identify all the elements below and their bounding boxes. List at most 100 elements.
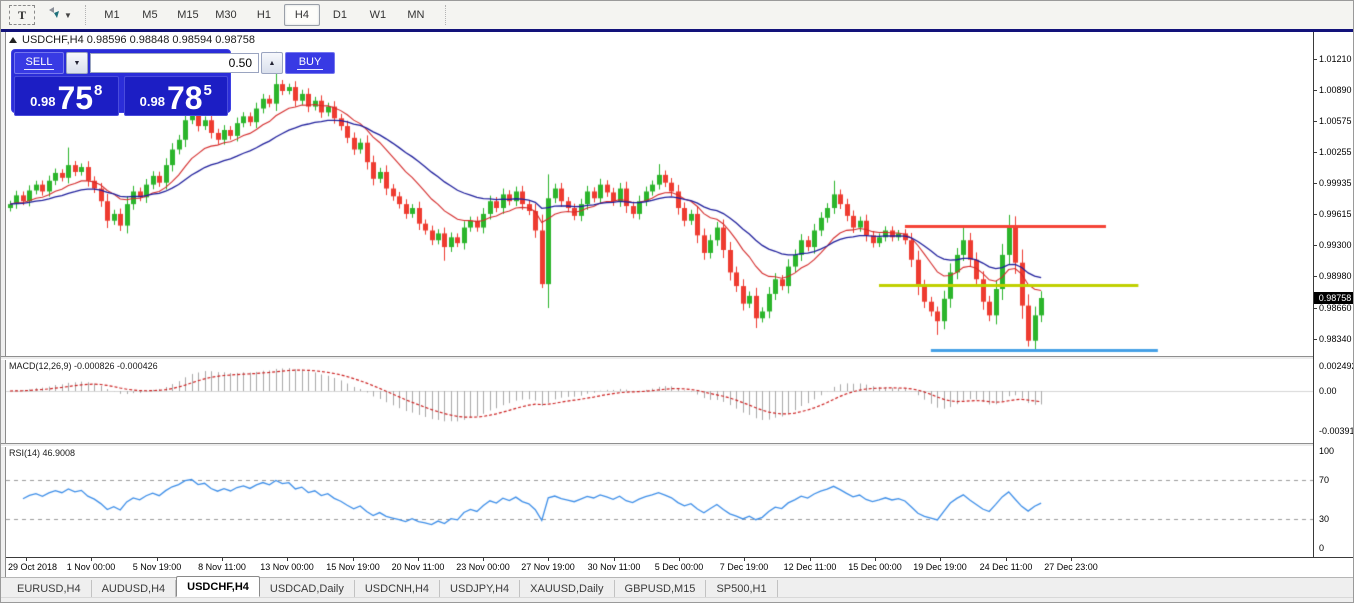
chart-tab-usdchfh4[interactable]: USDCHF,H4 bbox=[176, 576, 260, 597]
time-axis-label: 5 Dec 00:00 bbox=[654, 562, 704, 572]
rsi-axis-label: 70 bbox=[1319, 475, 1330, 485]
price-axis-label: 1.01210 bbox=[1319, 54, 1352, 64]
time-axis-tick bbox=[1071, 558, 1072, 561]
time-axis-label: 15 Nov 19:00 bbox=[326, 562, 380, 572]
timeframe-button-w1[interactable]: W1 bbox=[369, 9, 387, 21]
chart-tab-audusdh4[interactable]: AUDUSD,H4 bbox=[92, 580, 177, 597]
time-axis-tick bbox=[548, 558, 549, 561]
time-axis-label: 23 Nov 00:00 bbox=[456, 562, 510, 572]
time-axis-label: 24 Dec 11:00 bbox=[979, 562, 1033, 572]
sell-button[interactable]: SELL bbox=[14, 52, 64, 74]
price-axis[interactable]: 1.01210 1.00890 1.00575 1.00255 0.99935 0.996… bbox=[1313, 32, 1353, 558]
toolbar-separator bbox=[444, 5, 447, 25]
chart-tab-usdcnhh4[interactable]: USDCNH,H4 bbox=[355, 580, 441, 597]
time-axis-label: 15 Dec 00:00 bbox=[848, 562, 902, 572]
rsi-axis-label: 30 bbox=[1319, 514, 1330, 524]
chart-tab-bar: EURUSD,H4 AUDUSD,H4 USDCHF,H4 USDCAD,Daily U… bbox=[1, 576, 1353, 597]
price-axis-tick bbox=[1314, 183, 1317, 184]
time-axis-tick bbox=[91, 558, 92, 561]
price-axis-label: 1.00255 bbox=[1319, 147, 1352, 157]
time-axis-label: 27 Dec 23:00 bbox=[1044, 562, 1098, 572]
sell-price-big: 75 bbox=[57, 80, 94, 116]
time-axis-tick bbox=[26, 558, 27, 561]
time-axis-tick bbox=[287, 558, 288, 561]
timeframe-group: M1 M5 M15 M30 H1 H4 D1 W1 MN bbox=[93, 4, 435, 26]
chart-tab-usdjpyh4[interactable]: USDJPY,H4 bbox=[440, 580, 521, 597]
price-axis-tick bbox=[1314, 308, 1317, 309]
style-painter-icon bbox=[46, 5, 62, 26]
timeframe-button-m1[interactable]: M1 bbox=[104, 9, 120, 21]
down-arrow-icon: ▼ bbox=[73, 59, 81, 67]
time-axis-label: 19 Dec 19:00 bbox=[913, 562, 967, 572]
price-axis-label: 0.99300 bbox=[1319, 240, 1352, 250]
sell-price-prefix: 0.98 bbox=[30, 94, 56, 109]
time-axis-tick bbox=[222, 558, 223, 561]
text-label-tool-button[interactable]: T bbox=[9, 5, 35, 25]
time-axis-tick bbox=[810, 558, 811, 561]
price-axis-label: 0.99935 bbox=[1319, 178, 1352, 188]
timeframe-button-m30[interactable]: M30 bbox=[215, 9, 237, 21]
window-frame-line bbox=[1, 29, 1353, 32]
sell-price-display[interactable]: 0.98 75 8 bbox=[14, 76, 119, 116]
time-axis-label: 27 Nov 19:00 bbox=[521, 562, 575, 572]
price-axis-label: 0.99615 bbox=[1319, 209, 1352, 219]
buy-price-prefix: 0.98 bbox=[139, 94, 165, 109]
rsi-axis-label: 0 bbox=[1319, 543, 1325, 553]
rsi-plot[interactable] bbox=[6, 446, 1313, 557]
chart-tab-eurusdh4[interactable]: EURUSD,H4 bbox=[7, 580, 92, 597]
time-axis-tick bbox=[1006, 558, 1007, 561]
price-axis-tick bbox=[1314, 152, 1317, 153]
timeframe-button-m5[interactable]: M5 bbox=[142, 9, 158, 21]
top-toolbar: T ▼ M1 M5 M15 M30 H1 H4 D1 W1 MN bbox=[1, 1, 1353, 30]
timeframe-button-m15[interactable]: M15 bbox=[177, 9, 199, 21]
toolbar-separator bbox=[84, 5, 87, 25]
price-axis-label: 0.98340 bbox=[1319, 334, 1352, 344]
price-axis-label: 1.00575 bbox=[1319, 116, 1352, 126]
macd-axis-label: -0.003913 bbox=[1319, 426, 1353, 436]
price-axis-tick bbox=[1314, 245, 1317, 246]
buy-price-pip: 5 bbox=[203, 82, 212, 99]
macd-label: MACD(12,26,9) -0.000826 -0.000426 bbox=[9, 361, 158, 371]
macd-plot[interactable] bbox=[6, 359, 1313, 443]
timeframe-button-h4[interactable]: H4 bbox=[283, 4, 320, 26]
price-axis-tick bbox=[1314, 339, 1317, 340]
price-axis-label: 1.00890 bbox=[1319, 85, 1352, 95]
dropdown-caret-icon: ▼ bbox=[64, 10, 72, 20]
time-axis-tick bbox=[483, 558, 484, 561]
up-arrow-icon: ▲ bbox=[268, 59, 276, 67]
time-axis-tick bbox=[418, 558, 419, 561]
time-axis-label: 7 Dec 19:00 bbox=[719, 562, 769, 572]
lot-increase-button[interactable]: ▲ bbox=[261, 52, 283, 74]
time-axis-tick bbox=[353, 558, 354, 561]
time-axis-border bbox=[6, 557, 1353, 558]
time-axis-label: 20 Nov 11:00 bbox=[391, 562, 445, 572]
chart-tab-usdcaddaily[interactable]: USDCAD,Daily bbox=[260, 580, 355, 597]
chart-tab-gbpusdm15[interactable]: GBPUSD,M15 bbox=[615, 580, 707, 597]
buy-price-display[interactable]: 0.98 78 5 bbox=[123, 76, 228, 116]
time-axis-label: 29 Oct 2018 bbox=[8, 562, 58, 572]
price-axis-tick bbox=[1314, 59, 1317, 60]
sell-price-pip: 8 bbox=[94, 82, 103, 99]
rsi-axis-label: 100 bbox=[1319, 446, 1335, 456]
time-axis-tick bbox=[940, 558, 941, 561]
time-axis-label: 13 Nov 00:00 bbox=[260, 562, 314, 572]
time-axis-tick bbox=[157, 558, 158, 561]
time-axis-label: 30 Nov 11:00 bbox=[587, 562, 641, 572]
rsi-label: RSI(14) 46.9008 bbox=[9, 448, 76, 458]
time-axis-label: 8 Nov 11:00 bbox=[198, 562, 246, 572]
lot-size-input[interactable] bbox=[90, 53, 259, 73]
style-painter-button[interactable]: ▼ bbox=[43, 5, 75, 25]
time-axis[interactable]: 29 Oct 2018 1 Nov 00:00 5 Nov 19:00 8 Nov 1… bbox=[6, 558, 1353, 577]
chart-tab-sp500h1[interactable]: SP500,H1 bbox=[706, 580, 778, 597]
buy-button[interactable]: BUY bbox=[285, 52, 335, 74]
chart-tab-xauusddaily[interactable]: XAUUSD,Daily bbox=[520, 580, 615, 597]
lot-decrease-button[interactable]: ▼ bbox=[66, 52, 88, 74]
macd-axis-label: 0.00 bbox=[1319, 386, 1337, 396]
timeframe-button-mn[interactable]: MN bbox=[407, 9, 425, 21]
timeframe-button-d1[interactable]: D1 bbox=[332, 9, 347, 21]
status-bar bbox=[1, 597, 1353, 602]
time-axis-label: 12 Dec 11:00 bbox=[783, 562, 837, 572]
timeframe-button-h1[interactable]: H1 bbox=[256, 9, 271, 21]
